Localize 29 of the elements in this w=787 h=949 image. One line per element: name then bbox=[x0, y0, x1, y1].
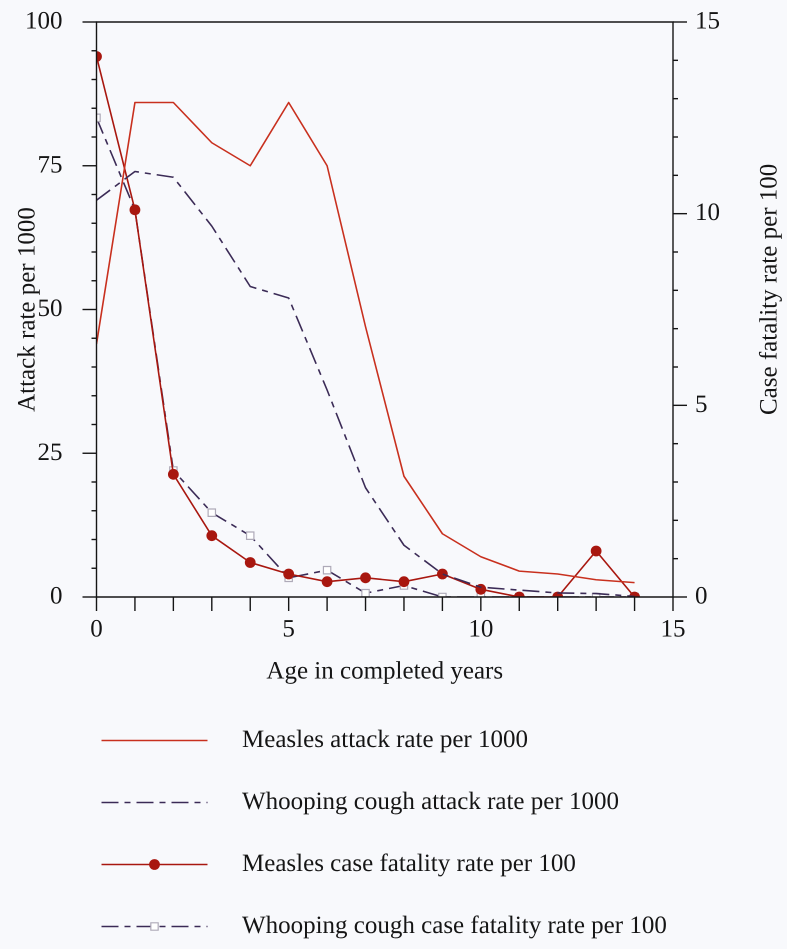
y2-tick-label: 0 bbox=[695, 582, 708, 610]
point bbox=[437, 568, 448, 580]
y-tick-label: 100 bbox=[25, 8, 62, 35]
legend-label: Whooping cough case fatality rate per 100 bbox=[242, 912, 667, 940]
x-tick-label: 5 bbox=[282, 616, 295, 643]
point bbox=[206, 530, 218, 542]
point bbox=[590, 546, 602, 556]
point bbox=[398, 576, 410, 588]
x-tick-label: 10 bbox=[468, 616, 494, 643]
point bbox=[168, 468, 179, 480]
y2-tick-label: 5 bbox=[695, 390, 708, 418]
y2-axis-title: Case fatality rate per 100 bbox=[756, 164, 783, 416]
point bbox=[283, 568, 294, 580]
y2-tick-label: 15 bbox=[695, 8, 720, 35]
point bbox=[360, 572, 371, 584]
x-axis-title: Age in completed years bbox=[266, 658, 504, 685]
point bbox=[475, 584, 486, 595]
legend-label: Whooping cough attack rate per 1000 bbox=[242, 788, 619, 816]
x-tick-label: 0 bbox=[90, 616, 103, 643]
y-tick-label: 50 bbox=[38, 295, 62, 322]
legend-label: Measles case fatality rate per 100 bbox=[242, 850, 576, 878]
y-tick-label: 25 bbox=[38, 438, 62, 466]
x-tick-label: 15 bbox=[660, 616, 686, 643]
y-tick-label: 0 bbox=[50, 582, 62, 610]
legend-label: Measles attack rate per 1000 bbox=[242, 726, 528, 754]
y2-tick-label: 10 bbox=[695, 199, 720, 226]
y-tick-label: 75 bbox=[38, 151, 62, 178]
point bbox=[322, 576, 332, 588]
point bbox=[244, 557, 256, 568]
